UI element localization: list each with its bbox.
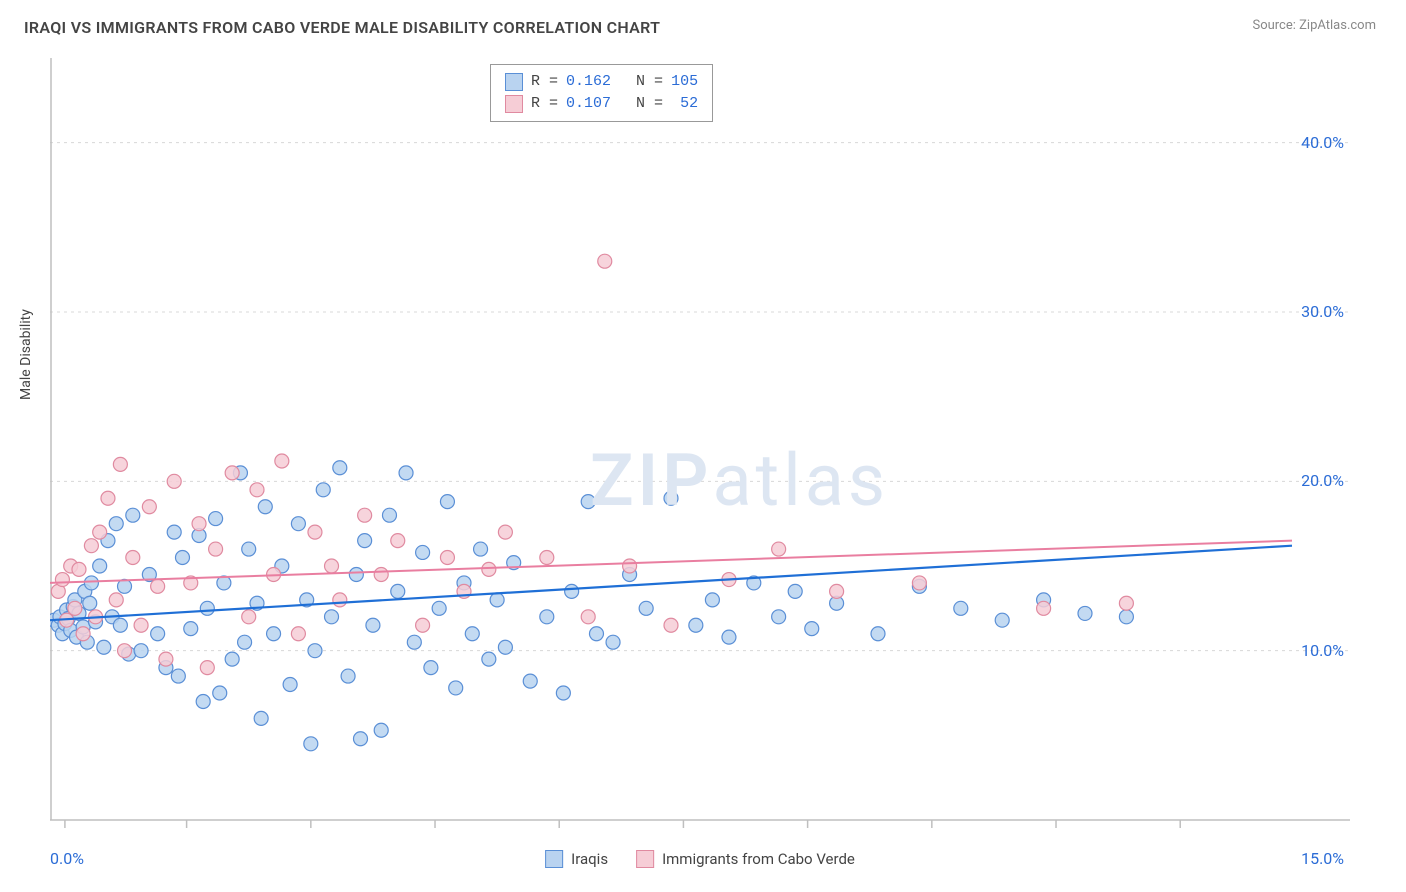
x-axis-end-label: 15.0%	[1301, 849, 1344, 868]
legend-correlation: R = 0.162 N = 105 R = 0.107 N = 52	[490, 64, 713, 122]
legend-row-iraqis: R = 0.162 N = 105	[505, 71, 698, 93]
swatch-blue-icon	[545, 850, 563, 868]
y-tick-label: 40.0%	[1301, 133, 1344, 152]
chart-area: ZIPatlas R = 0.162 N = 105 R = 0.107 N =…	[50, 58, 1350, 838]
r-label: R =	[531, 93, 558, 115]
x-axis-start-label: 0.0%	[50, 849, 84, 868]
swatch-blue-icon	[505, 73, 523, 91]
legend-row-cabo: R = 0.107 N = 52	[505, 93, 698, 115]
n-value: 105	[671, 71, 698, 93]
r-value: 0.162	[566, 71, 611, 93]
y-axis-label: Male Disability	[18, 309, 34, 400]
legend-label: Immigrants from Cabo Verde	[662, 850, 855, 868]
y-tick-label: 30.0%	[1301, 302, 1344, 321]
legend-series: Iraqis Immigrants from Cabo Verde	[545, 850, 855, 868]
swatch-pink-icon	[636, 850, 654, 868]
watermark: ZIPatlas	[590, 438, 889, 523]
legend-label: Iraqis	[571, 850, 608, 868]
n-label: N =	[636, 93, 663, 115]
y-tick-label: 10.0%	[1301, 641, 1344, 660]
r-value: 0.107	[566, 93, 611, 115]
legend-item-cabo: Immigrants from Cabo Verde	[636, 850, 855, 868]
n-label: N =	[636, 71, 663, 93]
swatch-pink-icon	[505, 95, 523, 113]
source-label: Source: ZipAtlas.com	[1252, 18, 1376, 33]
chart-title: IRAQI VS IMMIGRANTS FROM CABO VERDE MALE…	[24, 18, 660, 37]
y-tick-label: 20.0%	[1301, 471, 1344, 490]
n-value: 52	[671, 93, 698, 115]
r-label: R =	[531, 71, 558, 93]
legend-item-iraqis: Iraqis	[545, 850, 608, 868]
